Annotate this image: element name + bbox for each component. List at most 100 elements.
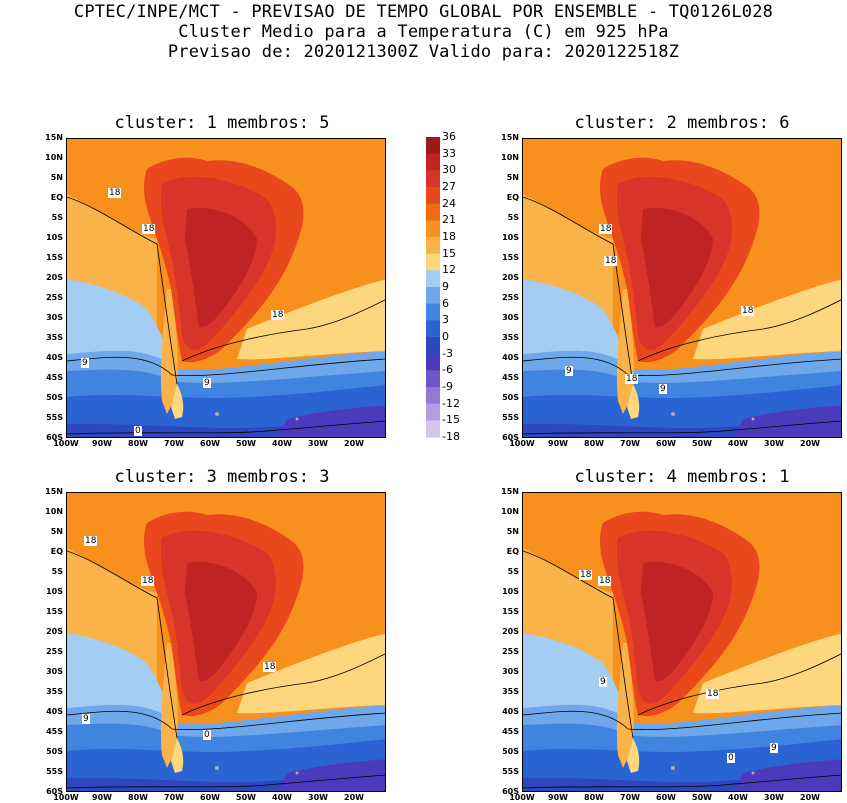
main-title-line-1: CPTEC/INPE/MCT - PREVISAO DE TEMPO GLOBA… <box>73 2 774 22</box>
latitude-label: 55S <box>46 767 63 776</box>
colorbar-swatch <box>426 170 440 188</box>
colorbar-label: -3 <box>442 346 453 360</box>
colorbar-label: -6 <box>442 363 453 377</box>
contour-label: 18 <box>579 570 593 580</box>
latitude-label: EQ <box>50 547 63 556</box>
contour-label: 18 <box>599 224 613 234</box>
colorbar-label: 0 <box>442 330 449 343</box>
contour-label: 18 <box>625 374 639 384</box>
latitude-label: 40S <box>46 353 63 362</box>
colorbar-swatch <box>426 237 440 255</box>
colorbar-swatch <box>426 187 440 205</box>
latitude-label: 30S <box>502 313 519 322</box>
longitude-label: 80W <box>584 439 604 448</box>
latitude-label: 50S <box>502 747 519 756</box>
colorbar-label: 21 <box>442 213 456 227</box>
latitude-label: 5N <box>50 527 63 536</box>
latitude-label: 5N <box>50 173 63 182</box>
longitude-label: 100W <box>53 439 79 448</box>
main-title-line-3: Previsao de: 2020121300Z Valido para: 20… <box>167 42 680 62</box>
contour-label: 18 <box>271 310 285 320</box>
latitude-label: 25S <box>502 293 519 302</box>
longitude-label: 100W <box>53 793 79 802</box>
latitude-label: 5S <box>507 213 519 222</box>
contour-label: 18 <box>263 662 277 672</box>
latitude-label: 10S <box>46 587 63 596</box>
latitude-label: EQ <box>506 547 519 556</box>
latitude-label: 40S <box>46 707 63 716</box>
colorbar-label: 27 <box>442 180 456 193</box>
longitude-label: 40W <box>272 793 292 802</box>
longitude-label: 90W <box>548 439 568 448</box>
temperature-map <box>67 493 385 791</box>
latitude-label: 35S <box>502 687 519 696</box>
colorbar-swatch <box>426 287 440 305</box>
latitude-label: 45S <box>46 727 63 736</box>
contour-label: 18 <box>142 224 156 234</box>
contour-label: 9 <box>82 714 90 724</box>
latitude-label: 15S <box>46 253 63 262</box>
latitude-label: 20S <box>46 273 63 282</box>
longitude-label: 40W <box>272 439 292 448</box>
colorbar-swatch <box>426 220 440 238</box>
temperature-map <box>67 139 385 437</box>
latitude-label: 10N <box>501 153 519 162</box>
colorbar-label: 3 <box>442 313 449 327</box>
latitude-label: 10N <box>501 507 519 516</box>
contour-label: 18 <box>84 536 98 546</box>
main-title-line-2: Cluster Medio para a Temperatura (C) em … <box>178 22 669 42</box>
latitude-label: 60S <box>502 787 519 796</box>
contour-label: 18 <box>108 188 122 198</box>
longitude-label: 80W <box>584 793 604 802</box>
longitude-label: 20W <box>800 439 820 448</box>
latitude-label: 20S <box>502 273 519 282</box>
longitude-label: 30W <box>764 793 784 802</box>
latitude-label: 5N <box>506 527 519 536</box>
colorbar-label: -18 <box>442 430 460 443</box>
longitude-label: 20W <box>800 793 820 802</box>
longitude-label: 50W <box>692 793 712 802</box>
panel-title: cluster: 2 membros: 6 <box>574 113 790 133</box>
latitude-label: 55S <box>502 413 519 422</box>
colorbar-label: -12 <box>442 396 460 410</box>
latitude-label: 60S <box>46 787 63 796</box>
longitude-label: 60W <box>200 439 220 448</box>
longitude-label: 60W <box>200 793 220 802</box>
colorbar-label: -9 <box>442 380 453 393</box>
longitude-label: 50W <box>692 439 712 448</box>
longitude-label: 90W <box>92 439 112 448</box>
longitude-label: 40W <box>728 439 748 448</box>
colorbar-label: 33 <box>442 146 456 160</box>
contour-label: 9 <box>770 743 778 753</box>
latitude-label: EQ <box>506 193 519 202</box>
latitude-label: 10S <box>46 233 63 242</box>
contour-label: 9 <box>203 378 211 388</box>
latitude-label: 40S <box>502 707 519 716</box>
longitude-label: 30W <box>308 793 328 802</box>
longitude-label: 60W <box>656 439 676 448</box>
contour-label: 18 <box>604 256 618 266</box>
latitude-label: 25S <box>46 647 63 656</box>
longitude-label: 30W <box>764 439 784 448</box>
colorbar-label: 6 <box>442 296 449 310</box>
contour-label: 9 <box>81 358 89 368</box>
contour-label: 0 <box>727 753 735 763</box>
latitude-label: 60S <box>502 433 519 442</box>
temperature-map <box>523 139 841 437</box>
colorbar-swatch <box>426 370 440 388</box>
longitude-label: 100W <box>509 793 535 802</box>
latitude-label: 20S <box>46 627 63 636</box>
colorbar-label: 36 <box>442 130 456 143</box>
longitude-label: 20W <box>344 793 364 802</box>
panel-title: cluster: 4 membros: 1 <box>574 467 790 487</box>
longitude-label: 50W <box>236 793 256 802</box>
longitude-label: 60W <box>656 793 676 802</box>
map-panel <box>66 492 386 792</box>
colorbar-swatch <box>426 203 440 221</box>
longitude-label: 80W <box>128 793 148 802</box>
contour-label: 0 <box>134 426 142 436</box>
colorbar-swatch <box>426 320 440 338</box>
latitude-label: 15S <box>46 607 63 616</box>
contour-label: 9 <box>659 384 667 394</box>
latitude-label: 40S <box>502 353 519 362</box>
